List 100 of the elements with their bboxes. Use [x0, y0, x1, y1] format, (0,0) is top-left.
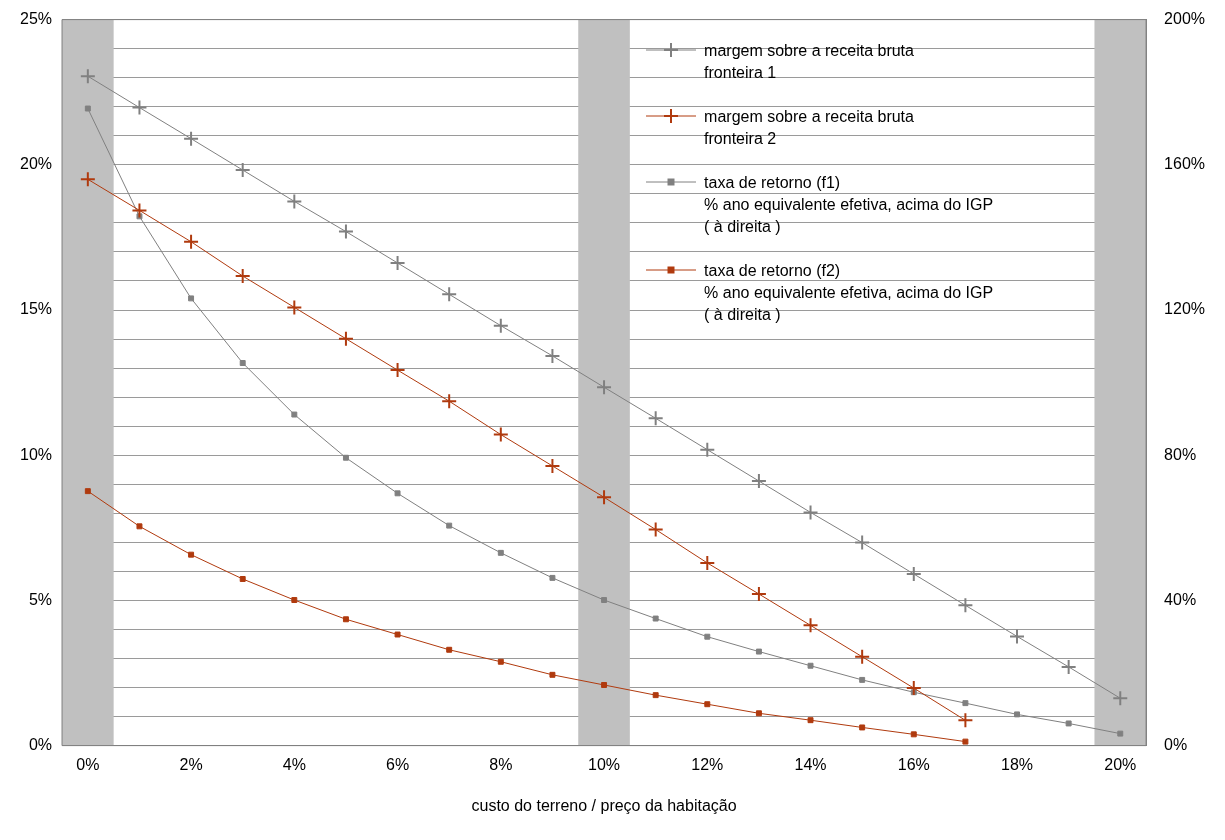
point: [750, 473, 767, 490]
point: [239, 576, 246, 582]
point: [441, 286, 458, 303]
point: [291, 597, 298, 604]
point: [1117, 730, 1124, 737]
legend-label: margem sobre a receita bruta fronteira 1: [704, 40, 914, 83]
point: [544, 347, 561, 364]
point: [962, 700, 969, 707]
point: [492, 317, 509, 334]
point: [234, 268, 251, 285]
point: [337, 330, 354, 347]
y-tick-label: 20%: [19, 155, 53, 173]
point: [286, 299, 303, 316]
point: [596, 489, 613, 506]
y2-tick-label: 80%: [1164, 445, 1197, 463]
point: [699, 441, 716, 458]
point: [854, 648, 871, 665]
point: [131, 99, 148, 116]
y2-tick-label: 40%: [1164, 590, 1197, 608]
x-tick-label: 20%: [1104, 755, 1137, 773]
y2-tick-label: 160%: [1164, 155, 1205, 173]
point: [807, 662, 814, 669]
x-tick-label: 6%: [386, 755, 410, 773]
y-tick-label: 5%: [28, 590, 53, 608]
point: [188, 551, 195, 558]
x-axis-title: custo do terreno / preço da habitação: [471, 796, 737, 814]
point: [84, 488, 91, 495]
point: [84, 105, 91, 112]
point: [596, 379, 613, 396]
y2-tick-label: 200%: [1164, 10, 1205, 28]
point: [652, 615, 659, 622]
point: [549, 671, 556, 678]
legend-label: taxa de retorno (f2) % ano equivalente efetiva, acima do IGP ( à direita ): [704, 260, 994, 325]
x-tick-label: 0%: [76, 755, 100, 773]
point: [750, 586, 767, 603]
x-tick-label: 16%: [897, 755, 930, 773]
point: [291, 411, 298, 418]
point: [1014, 711, 1020, 718]
legend-label: taxa de retorno (f1) % ano equivalente efetiva, acima do IGP ( à direita ): [704, 172, 994, 237]
point: [601, 597, 608, 604]
point: [131, 202, 148, 219]
point: [1112, 690, 1129, 707]
point: [497, 549, 504, 556]
point: [755, 710, 762, 717]
y-tick-label: 0%: [28, 736, 53, 754]
point: [1060, 658, 1077, 675]
x-tick-label: 2%: [179, 755, 203, 773]
point: [394, 631, 401, 638]
x-tick-label: 4%: [282, 755, 306, 773]
point: [859, 724, 866, 731]
y2-tick-label: 0%: [1164, 736, 1188, 754]
point: [802, 617, 819, 634]
point: [337, 223, 354, 240]
y2-tick-label: 120%: [1164, 300, 1205, 318]
point: [957, 712, 974, 729]
point: [79, 171, 96, 188]
point: [957, 597, 974, 614]
y-tick-label: 15%: [19, 300, 53, 318]
point: [342, 454, 349, 461]
point: [699, 554, 716, 571]
point: [859, 676, 866, 683]
point: [183, 233, 200, 250]
point: [549, 574, 556, 581]
point: [136, 523, 143, 530]
point: [910, 731, 917, 738]
y-tick-label: 10%: [19, 445, 53, 463]
point: [394, 490, 401, 497]
point: [446, 646, 453, 653]
legend-label: margem sobre a receita bruta fronteira 2: [704, 106, 914, 149]
point: [492, 426, 509, 443]
point: [342, 616, 349, 623]
point: [704, 633, 711, 640]
point: [755, 648, 762, 655]
point: [647, 410, 664, 427]
point: [389, 254, 406, 271]
point: [497, 658, 504, 665]
point: [652, 692, 659, 699]
point: [286, 193, 303, 210]
point: [1009, 628, 1026, 645]
point: [239, 360, 246, 366]
y-tick-label: 25%: [19, 10, 53, 28]
point: [647, 521, 664, 538]
point: [234, 162, 251, 179]
point: [962, 738, 969, 745]
point: [389, 362, 406, 379]
point: [704, 701, 711, 708]
point: [854, 534, 871, 551]
point: [544, 457, 561, 474]
point: [183, 130, 200, 147]
point: [807, 717, 814, 724]
point: [601, 682, 608, 688]
point: [802, 504, 819, 521]
x-tick-label: 18%: [1001, 755, 1034, 773]
point: [446, 522, 453, 529]
point: [188, 295, 195, 302]
x-tick-label: 10%: [588, 755, 621, 773]
point: [441, 393, 458, 410]
point: [79, 68, 96, 85]
point: [905, 565, 922, 582]
point: [1065, 720, 1072, 727]
